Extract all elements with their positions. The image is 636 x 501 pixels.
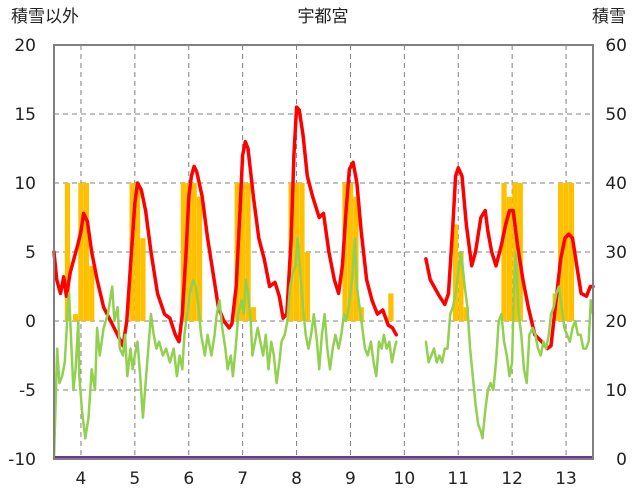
snow-bar — [196, 196, 203, 321]
snow-bar — [64, 183, 71, 321]
snow-bar — [568, 183, 575, 321]
x-tick-label: 13 — [555, 469, 577, 489]
right-tick-label: 60 — [605, 36, 627, 56]
snow-bar — [458, 252, 464, 321]
red-series-line — [52, 105, 399, 348]
x-tick-label: 6 — [183, 469, 194, 489]
right-axis-title: 積雪 — [592, 7, 626, 27]
snow-bar — [134, 183, 141, 321]
x-tick-label: 11 — [447, 469, 469, 489]
snow-bar — [186, 183, 192, 321]
snow-bar — [240, 183, 246, 321]
snow-bar — [72, 314, 79, 321]
snow-bar — [463, 307, 469, 321]
red-series-line — [424, 166, 595, 351]
right-tick-label: 10 — [605, 381, 627, 401]
snow-bar — [140, 238, 146, 321]
plot-frame — [53, 44, 594, 460]
right-tick-label: 30 — [605, 243, 627, 263]
snow-bar — [250, 307, 257, 321]
left-tick-label: -10 — [8, 450, 36, 470]
right-tick-label: 0 — [616, 450, 627, 470]
x-tick-label: 10 — [394, 469, 416, 489]
snow-bar — [347, 183, 354, 321]
right-tick-label: 50 — [605, 105, 627, 125]
right-tick-label: 20 — [605, 312, 627, 332]
snow-bar — [506, 196, 513, 321]
snow-bar — [83, 183, 89, 321]
left-tick-label: 0 — [25, 312, 36, 332]
snow-bar — [180, 183, 187, 321]
left-tick-label: 5 — [25, 243, 36, 263]
x-tick-label: 5 — [129, 469, 140, 489]
green-series-line — [52, 236, 398, 461]
x-tick-label: 4 — [76, 469, 87, 489]
snow-bar — [299, 183, 305, 321]
snow-bar — [245, 183, 251, 321]
snow-bar — [388, 293, 394, 321]
snow-bar — [501, 183, 507, 321]
left-tick-label: 15 — [14, 105, 36, 125]
snow-bar — [78, 183, 84, 321]
left-tick-label: -5 — [19, 381, 36, 401]
x-tick-label: 9 — [345, 469, 356, 489]
left-tick-label: 10 — [14, 174, 36, 194]
snow-bar — [304, 252, 310, 321]
x-tick-label: 7 — [237, 469, 248, 489]
green-series-line — [424, 250, 595, 440]
snow-bar — [191, 183, 197, 321]
right-tick-label: 40 — [605, 174, 627, 194]
x-tick-label: 12 — [501, 469, 523, 489]
left-tick-label: 20 — [14, 36, 36, 56]
snow-bar — [89, 265, 95, 321]
chart-title: 宇都宮 — [298, 7, 349, 27]
snow-bar — [452, 224, 459, 321]
left-axis-title: 積雪以外 — [11, 7, 79, 27]
snow-bar — [563, 183, 569, 321]
x-tick-label: 8 — [291, 469, 302, 489]
